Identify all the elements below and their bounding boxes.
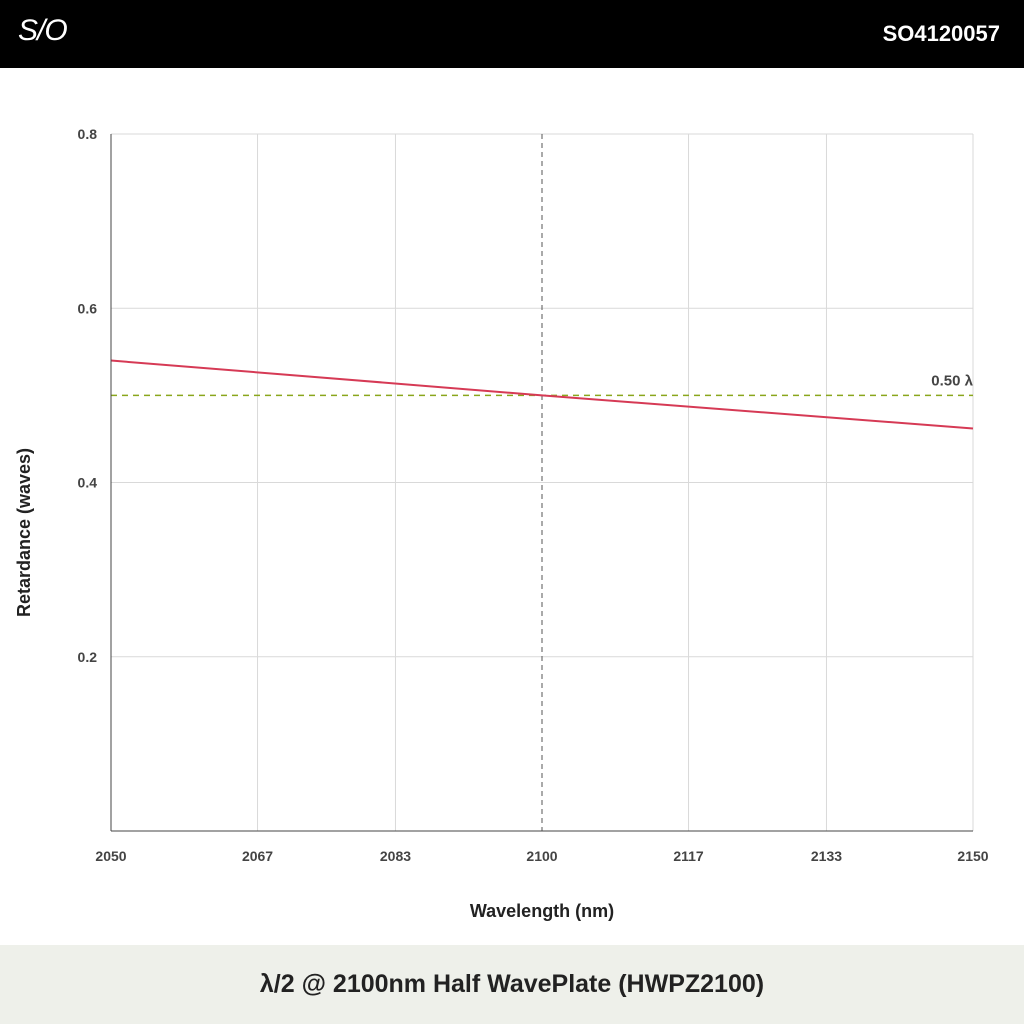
retardance-chart: 0.50 λ 2050 2067 2083 2100 2117 2133 2150 0.2 0.… — [14, 126, 989, 921]
x-tick-label: 2050 — [95, 848, 126, 864]
footer-bar: λ/2 @ 2100nm Half WavePlate (HWPZ2100) — [0, 945, 1024, 1024]
tick-labels: 2050 2067 2083 2100 2117 2133 2150 0.2 0.4 0.6 0.8 — [78, 126, 989, 864]
axes — [110, 134, 973, 832]
y-axis-title: Retardance (waves) — [14, 448, 34, 617]
x-axis-title: Wavelength (nm) — [470, 901, 614, 921]
grid — [111, 133, 974, 831]
x-tick-label: 2067 — [242, 848, 273, 864]
target-retardance-label: 0.50 λ — [931, 372, 973, 389]
part-number: SO4120057 — [882, 21, 1000, 46]
x-tick-label: 2150 — [957, 848, 988, 864]
y-tick-label: 0.8 — [78, 126, 98, 142]
chart-caption: λ/2 @ 2100nm Half WavePlate (HWPZ2100) — [259, 970, 765, 998]
series-layer — [110, 359, 974, 430]
x-tick-label: 2083 — [380, 848, 411, 864]
y-tick-label: 0.4 — [78, 475, 98, 491]
retardance-series-line — [110, 359, 974, 430]
brand-logo: S/O — [18, 14, 68, 47]
x-tick-label: 2117 — [673, 848, 704, 864]
y-tick-label: 0.2 — [78, 649, 98, 665]
y-tick-label: 0.6 — [78, 300, 98, 316]
x-tick-label: 2100 — [526, 848, 557, 864]
header-bar: S/O SO4120057 — [0, 0, 1024, 68]
x-tick-label: 2133 — [811, 848, 842, 864]
